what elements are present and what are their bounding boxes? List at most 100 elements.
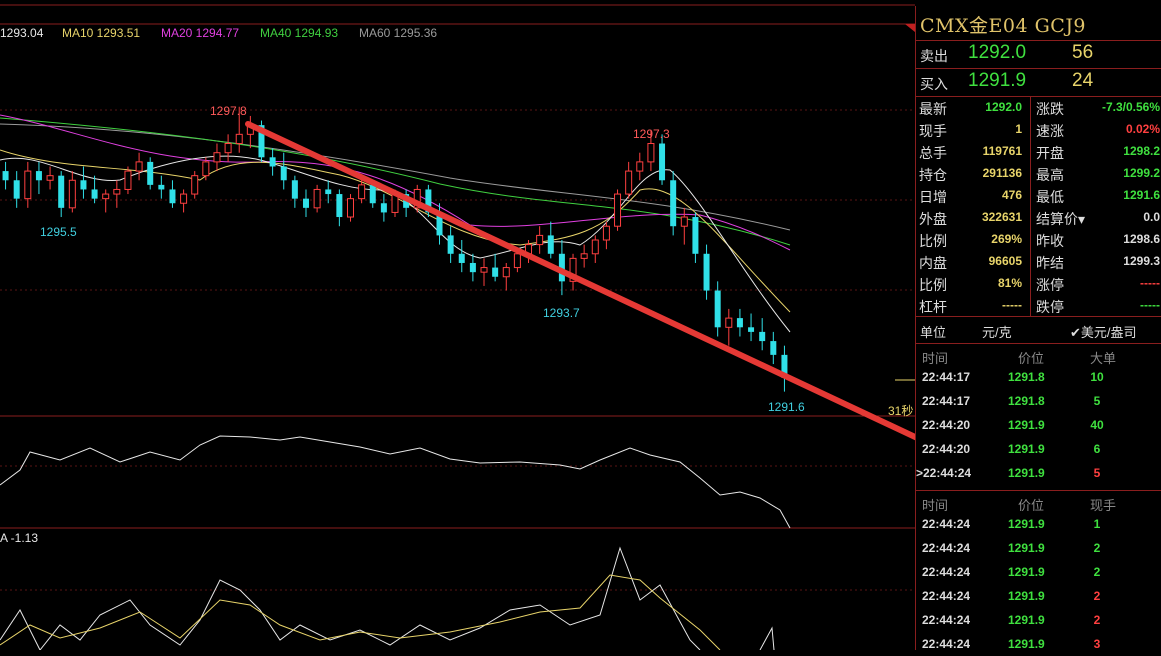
- ma40-value: MA40 1294.93: [260, 26, 339, 40]
- big-order-row: >22:44:24 1291.9 5: [916, 461, 1161, 485]
- candle-body: [58, 175, 65, 208]
- low-label-2: 1293.7: [543, 306, 580, 320]
- tick-row: 22:44:24 1291.9 2: [916, 560, 1161, 584]
- trade-time: 22:44:24: [922, 517, 971, 531]
- stat-k1: 外盘: [919, 211, 947, 227]
- stats-row: 外盘 322631 结算价▾ 0.0: [916, 206, 1161, 228]
- candle-body: [113, 188, 121, 195]
- candle-body: [692, 217, 699, 254]
- tick-row: 22:44:24 1291.9 2: [916, 608, 1161, 632]
- stat-k1: 杠杆: [919, 299, 947, 315]
- candle-body: [759, 331, 766, 342]
- stat-v2: 1299.2: [1123, 166, 1160, 180]
- candle-body: [680, 216, 688, 227]
- candle-body: [35, 171, 42, 181]
- candle-body: [492, 267, 499, 277]
- candle-body: [280, 166, 287, 181]
- candle-body: [558, 253, 565, 282]
- unit-cny-option[interactable]: 元/克: [982, 325, 1012, 340]
- stat-k1: 最新: [919, 101, 947, 117]
- candle-body: [147, 161, 154, 185]
- stats-row: 最新 1292.0 涨跌 -7.3/0.56%: [916, 96, 1161, 118]
- sell-price: 1292.0: [968, 42, 1027, 63]
- candle-body: [91, 189, 98, 199]
- candle-body: [180, 193, 188, 204]
- candle-body: [425, 189, 432, 213]
- high-label-1: 1297.8: [210, 104, 247, 118]
- instrument-title[interactable]: CMX金E04 GCJ9: [920, 15, 1087, 37]
- candle-body: [235, 133, 243, 145]
- trade-price: 1291.8: [1008, 394, 1045, 408]
- trade-time: 22:44:24: [922, 637, 971, 651]
- high-label-2: 1297.3: [633, 127, 670, 141]
- candle-body: [80, 180, 87, 190]
- buy-price: 1291.9: [968, 70, 1027, 91]
- stat-v1: 96605: [988, 254, 1022, 268]
- low-label-1: 1295.5: [40, 225, 77, 239]
- stat-v2: -----: [1140, 276, 1160, 290]
- candle-body: [670, 180, 677, 227]
- trade-vol: 5: [1093, 466, 1101, 480]
- candle-body: [336, 194, 343, 218]
- stat-k1: 内盘: [919, 255, 947, 271]
- chart-area[interactable]: [0, 0, 915, 650]
- stats-row: 日增 476 最低 1291.6: [916, 184, 1161, 206]
- trade-time: >22:44:24: [916, 466, 972, 480]
- ticks-vol-header: 现手: [1090, 498, 1117, 513]
- stat-k2: 最低: [1036, 189, 1064, 205]
- stat-v1: 81%: [997, 276, 1022, 290]
- candle-body: [580, 253, 588, 259]
- stat-v1: 119761: [982, 144, 1022, 158]
- candle-body: [636, 161, 644, 172]
- sell-row[interactable]: 卖出 1292.0 56: [916, 40, 1161, 69]
- buy-row[interactable]: 买入 1291.9 24: [916, 68, 1161, 97]
- candle-body: [358, 184, 366, 200]
- candle-body: [436, 212, 443, 236]
- candle-body: [458, 253, 465, 263]
- stats-row: 持仓 291136 最高 1299.2: [916, 162, 1161, 184]
- stat-k1: 日增: [919, 189, 947, 205]
- ticks-header: 时间 价位 现手: [916, 492, 1161, 513]
- trade-time: 22:44:24: [922, 541, 971, 555]
- buy-label: 买入: [920, 76, 948, 92]
- candle-body: [513, 253, 521, 269]
- stat-k2[interactable]: 结算价▾: [1036, 211, 1086, 227]
- candle-body: [647, 143, 655, 163]
- stat-k1: 持仓: [919, 167, 947, 183]
- stats-row: 总手 119761 开盘 1298.2: [916, 140, 1161, 162]
- candle-body: [191, 175, 199, 195]
- instrument-title-row: CMX金E04 GCJ9: [916, 6, 1161, 41]
- stat-k1: 总手: [919, 145, 947, 161]
- stat-k2: 速涨: [1036, 123, 1064, 139]
- indicator-line-4: [759, 626, 775, 650]
- candle-body: [313, 188, 321, 209]
- stats-row: 比例 269% 昨收 1298.6: [916, 228, 1161, 250]
- trade-price: 1291.9: [1008, 442, 1045, 456]
- stat-k1: 比例: [919, 233, 947, 249]
- unit-usd-option[interactable]: ✔美元/盎司: [1070, 325, 1137, 340]
- trade-price: 1291.9: [1008, 637, 1045, 651]
- candle-body: [369, 184, 376, 204]
- candle-body: [124, 170, 132, 190]
- candle-body: [380, 203, 387, 213]
- trade-time: 22:44:24: [922, 589, 971, 603]
- section-divider: [916, 490, 1161, 491]
- candle-body: [302, 198, 309, 208]
- big-orders-vol-header: 大单: [1090, 351, 1117, 366]
- stat-v1: 476: [1001, 188, 1022, 202]
- stat-v2: 1298.2: [1123, 144, 1160, 158]
- trade-time: 22:44:24: [922, 565, 971, 579]
- indicator-label: A -1.13: [0, 531, 39, 545]
- candle-body: [169, 189, 176, 204]
- candle-body: [13, 180, 20, 199]
- stat-v1: 322631: [981, 210, 1022, 224]
- ticks-price-header: 价位: [1018, 498, 1045, 513]
- candle-body: [703, 253, 710, 291]
- indicator-line-2: [0, 546, 701, 650]
- buy-volume: 24: [1072, 70, 1094, 91]
- candle-body: [781, 354, 788, 378]
- indicator-line-1: [0, 435, 791, 529]
- stat-v2: -7.3/0.56%: [1101, 100, 1160, 114]
- candle-body: [569, 257, 577, 282]
- market-stats: 最新 1292.0 涨跌 -7.3/0.56% 现手 1 速涨 0.02% 总手 119761 开盘…: [916, 96, 1161, 317]
